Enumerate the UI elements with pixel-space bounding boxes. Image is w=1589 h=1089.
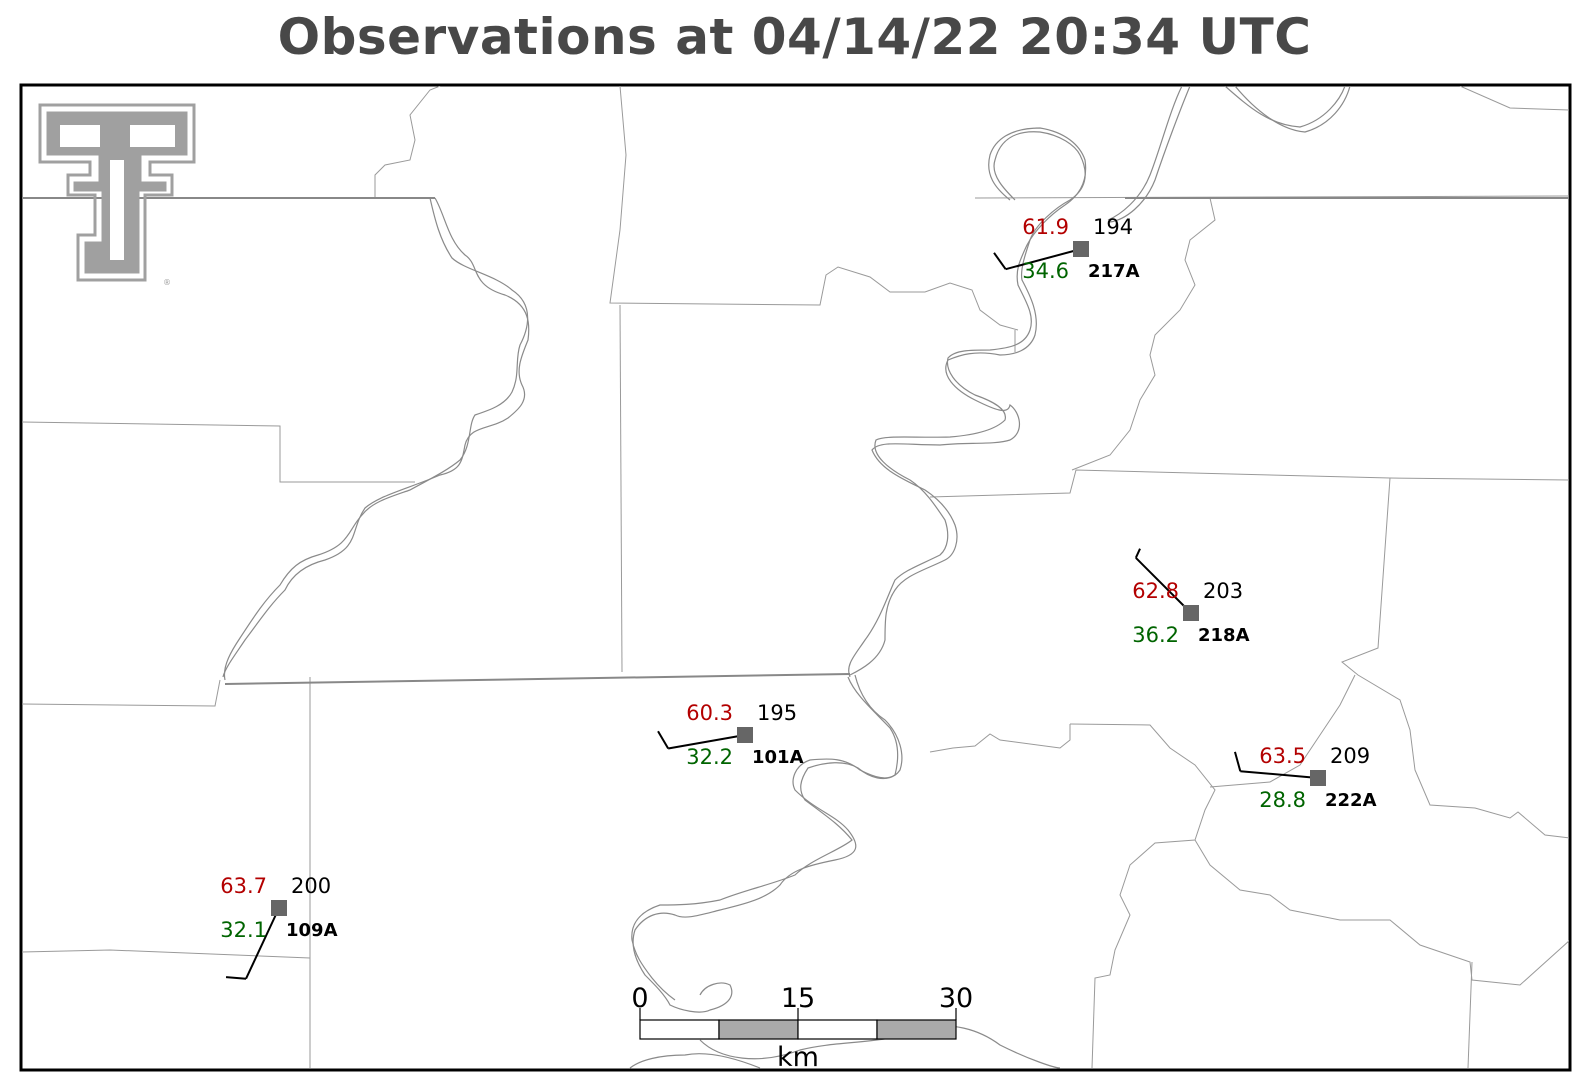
station-plot-101A[interactable]: 60.3 32.2 195 101A [657,701,804,769]
map-title: Observations at 04/14/22 20:34 UTC [277,8,1312,66]
scale-segment [797,1019,878,1040]
station-id: 218A [1198,625,1250,646]
scale-segment [639,1019,720,1040]
station-pressure: 194 [1093,215,1133,239]
double-t-logo-icon: ® [38,103,196,287]
scale-unit: km [777,1042,819,1073]
station-marker[interactable] [737,727,753,743]
scale-label-30: 30 [939,983,973,1014]
station-temperature: 63.7 [220,874,267,898]
station-plot-222A[interactable]: 63.5 28.8 209 222A [1233,744,1377,812]
station-pressure: 209 [1330,744,1370,768]
station-pressure: 195 [757,701,797,725]
wind-barb-flag [1233,751,1242,772]
station-dewpoint: 32.2 [686,745,733,769]
scale-segment [876,1019,957,1040]
station-id: 109A [286,920,338,941]
station-temperature: 62.8 [1132,579,1179,603]
station-temperature: 61.9 [1022,215,1069,239]
station-id: 101A [752,747,804,768]
station-dewpoint: 34.6 [1022,259,1069,283]
station-plot-218A[interactable]: 62.8 36.2 203 218A [1132,548,1250,647]
station-marker[interactable] [271,900,287,916]
station-dewpoint: 28.8 [1259,788,1306,812]
wind-barb-flag [1134,548,1141,559]
wind-barb-staff [245,907,280,980]
wind-barb-staff [668,734,746,750]
station-plot-109A[interactable]: 63.7 32.1 200 109A [220,874,338,980]
station-temperature: 60.3 [686,701,733,725]
station-dewpoint: 32.1 [220,918,267,942]
wind-barb-flag [993,252,1007,270]
station-pressure: 203 [1203,579,1243,603]
rivers [222,86,1351,1069]
wind-barb-staff [1240,770,1319,779]
scale-bar: 0 15 30 km [631,983,973,1073]
wind-barb-flag [225,976,247,980]
scale-label-0: 0 [631,983,648,1014]
station-plot-217A[interactable]: 61.9 34.6 194 217A [993,215,1140,283]
stations-layer: 61.9 34.6 194 217A 62.8 36.2 203 218A 60.3 32.2 19… [220,215,1377,980]
state-boundaries [22,197,1569,685]
station-marker[interactable] [1183,605,1199,621]
scale-label-15: 15 [781,983,815,1014]
station-id: 217A [1088,261,1140,282]
basemap [22,86,1569,1069]
station-marker[interactable] [1310,770,1326,786]
station-temperature: 63.5 [1259,744,1306,768]
wind-barb-staff [1135,557,1192,614]
station-id: 222A [1325,790,1377,811]
station-dewpoint: 36.2 [1132,623,1179,647]
station-marker[interactable] [1073,241,1089,257]
svg-text:®: ® [163,278,171,287]
wind-barb-staff [1005,248,1082,271]
station-pressure: 200 [291,874,331,898]
wind-barb-flag [657,730,670,750]
scale-segment [718,1019,799,1040]
